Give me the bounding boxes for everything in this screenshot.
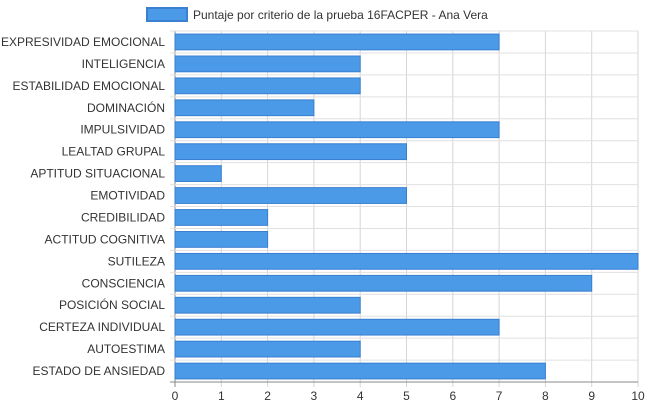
x-tick-label: 10 — [631, 389, 645, 403]
bar[interactable] — [174, 77, 361, 95]
category-label: ESTABILIDAD EMOCIONAL — [13, 79, 166, 93]
bar[interactable] — [174, 274, 593, 292]
category-label: EXPRESIVIDAD EMOCIONAL — [1, 35, 165, 49]
bar[interactable] — [174, 231, 269, 248]
category-label: IMPULSIVIDAD — [80, 123, 165, 137]
grid — [170, 30, 639, 387]
bars — [174, 33, 639, 380]
x-axis-ticks: 0 1 2 3 4 5 6 7 8 9 10 — [172, 389, 645, 403]
category-label: APTITUD SITUACIONAL — [30, 167, 165, 181]
category-label: LEALTAD GRUPAL — [62, 145, 166, 159]
x-tick-label: 7 — [496, 389, 503, 403]
x-tick-label: 3 — [311, 389, 318, 403]
bar[interactable] — [174, 55, 361, 73]
x-tick-label: 9 — [588, 389, 595, 403]
bar[interactable] — [174, 33, 500, 51]
category-label: POSICIÓN SOCIAL — [59, 297, 165, 312]
bar[interactable] — [174, 296, 361, 314]
category-labels: EXPRESIVIDAD EMOCIONAL INTELIGENCIA ESTABI… — [1, 35, 165, 378]
category-label: CERTEZA INDIVIDUAL — [39, 320, 165, 334]
bar[interactable] — [174, 99, 315, 117]
legend[interactable]: Puntaje por criterio de la prueba 16FACP… — [146, 7, 488, 22]
category-label: ACTITUD COGNITIVA — [45, 232, 165, 246]
category-label: SUTILEZA — [108, 254, 165, 268]
x-tick-label: 1 — [218, 389, 225, 403]
bar[interactable] — [174, 165, 222, 182]
bar[interactable] — [174, 362, 546, 380]
bar[interactable] — [174, 340, 361, 358]
x-tick-label: 2 — [264, 389, 271, 403]
bar[interactable] — [174, 209, 269, 226]
category-label: CONSCIENCIA — [82, 276, 165, 290]
category-label: CREDIBILIDAD — [81, 210, 165, 224]
category-label: AUTOESTIMA — [87, 342, 165, 356]
legend-label: Puntaje por criterio de la prueba 16FACP… — [193, 8, 488, 22]
bar[interactable] — [174, 252, 639, 270]
bar[interactable] — [174, 143, 407, 161]
x-tick-label: 6 — [449, 389, 456, 403]
x-tick-label: 0 — [172, 389, 179, 403]
x-tick-label: 8 — [542, 389, 549, 403]
category-label: INTELIGENCIA — [82, 57, 165, 71]
category-label: EMOTIVIDAD — [90, 189, 165, 203]
legend-swatch — [146, 7, 188, 22]
category-label: DOMINACIÓN — [87, 100, 165, 115]
x-tick-label: 4 — [357, 389, 364, 403]
x-tick-label: 5 — [403, 389, 410, 403]
bar[interactable] — [174, 121, 500, 139]
bar[interactable] — [174, 318, 500, 336]
bar[interactable] — [174, 187, 407, 204]
category-label: ESTADO DE ANSIEDAD — [33, 364, 166, 378]
